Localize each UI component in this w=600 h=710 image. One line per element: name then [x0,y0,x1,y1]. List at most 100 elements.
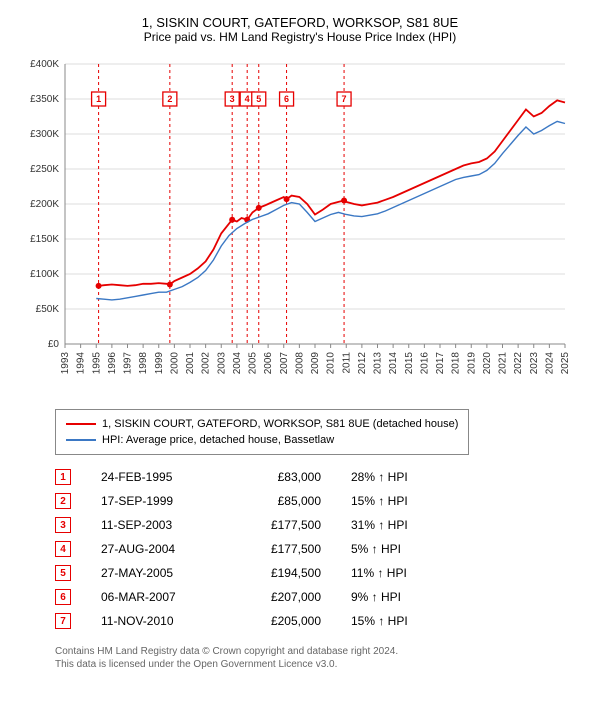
svg-text:2008: 2008 [294,352,305,375]
svg-text:2018: 2018 [451,352,462,375]
svg-text:1993: 1993 [60,352,71,375]
svg-text:2012: 2012 [357,352,368,375]
sale-diff: 15% ↑ HPI [351,494,451,508]
table-row: 3 11-SEP-2003 £177,500 31% ↑ HPI [55,513,585,537]
svg-text:2016: 2016 [419,352,430,375]
address-title: 1, SISKIN COURT, GATEFORD, WORKSOP, S81 … [15,15,585,30]
sale-price: £83,000 [241,470,321,484]
svg-text:£350K: £350K [30,94,59,105]
svg-text:2010: 2010 [326,352,337,375]
svg-text:2025: 2025 [560,352,571,375]
sales-table: 1 24-FEB-1995 £83,000 28% ↑ HPI 2 17-SEP-1999… [55,465,585,633]
table-row: 4 27-AUG-2004 £177,500 5% ↑ HPI [55,537,585,561]
sale-price: £205,000 [241,614,321,628]
svg-text:2024: 2024 [544,352,555,375]
svg-text:2014: 2014 [388,352,399,375]
svg-text:2011: 2011 [341,352,352,374]
sale-date: 17-SEP-1999 [101,494,211,508]
svg-text:1996: 1996 [107,352,118,375]
table-row: 5 27-MAY-2005 £194,500 11% ↑ HPI [55,561,585,585]
svg-text:£400K: £400K [30,59,59,70]
legend-label: HPI: Average price, detached house, Bass… [102,434,334,446]
footer: Contains HM Land Registry data © Crown c… [55,645,585,671]
sale-marker: 1 [55,469,71,485]
sale-marker: 2 [55,493,71,509]
svg-text:1998: 1998 [138,352,149,375]
svg-text:2006: 2006 [263,352,274,375]
svg-text:7: 7 [342,94,347,104]
svg-text:2003: 2003 [216,352,227,375]
svg-text:2002: 2002 [201,352,212,375]
sale-diff: 9% ↑ HPI [351,590,451,604]
svg-text:2004: 2004 [232,352,243,375]
svg-text:2015: 2015 [404,352,415,375]
svg-text:£250K: £250K [30,164,59,175]
sale-date: 11-SEP-2003 [101,518,211,532]
sale-date: 27-MAY-2005 [101,566,211,580]
sale-price: £177,500 [241,542,321,556]
sale-marker: 3 [55,517,71,533]
price-chart: £0 £50K £100K £150K £200K £250K £300K £350K £400… [15,54,575,394]
sale-date: 06-MAR-2007 [101,590,211,604]
svg-text:£300K: £300K [30,129,59,140]
legend-swatch [66,439,96,441]
svg-text:2007: 2007 [279,352,290,375]
sale-diff: 15% ↑ HPI [351,614,451,628]
svg-text:1994: 1994 [76,352,87,375]
svg-text:2009: 2009 [310,352,321,375]
svg-text:2005: 2005 [248,352,259,375]
sale-marker: 4 [55,541,71,557]
svg-text:2021: 2021 [498,352,509,375]
svg-text:4: 4 [245,94,250,104]
chart-container: £0 £50K £100K £150K £200K £250K £300K £350K £400… [15,54,585,399]
legend-row: HPI: Average price, detached house, Bass… [66,432,458,448]
svg-text:5: 5 [256,94,261,104]
sale-price: £194,500 [241,566,321,580]
sale-marker: 5 [55,565,71,581]
legend-swatch [66,423,96,425]
table-row: 7 11-NOV-2010 £205,000 15% ↑ HPI [55,609,585,633]
sale-date: 24-FEB-1995 [101,470,211,484]
svg-text:2017: 2017 [435,352,446,375]
svg-text:£200K: £200K [30,199,59,210]
sale-date: 27-AUG-2004 [101,542,211,556]
table-row: 2 17-SEP-1999 £85,000 15% ↑ HPI [55,489,585,513]
sale-diff: 11% ↑ HPI [351,566,451,580]
svg-text:2023: 2023 [529,352,540,375]
svg-text:£50K: £50K [36,304,60,315]
footer-line1: Contains HM Land Registry data © Crown c… [55,645,585,658]
svg-text:3: 3 [230,94,235,104]
sale-price: £207,000 [241,590,321,604]
svg-text:2022: 2022 [513,352,524,375]
sale-price: £85,000 [241,494,321,508]
svg-text:2020: 2020 [482,352,493,375]
svg-text:2001: 2001 [185,352,196,375]
svg-text:2000: 2000 [169,352,180,375]
legend-label: 1, SISKIN COURT, GATEFORD, WORKSOP, S81 … [102,418,458,430]
svg-text:£150K: £150K [30,234,59,245]
svg-text:1999: 1999 [154,352,165,375]
legend: 1, SISKIN COURT, GATEFORD, WORKSOP, S81 … [55,409,469,455]
svg-text:£100K: £100K [30,269,59,280]
table-row: 1 24-FEB-1995 £83,000 28% ↑ HPI [55,465,585,489]
svg-text:£0: £0 [48,339,60,350]
title-block: 1, SISKIN COURT, GATEFORD, WORKSOP, S81 … [15,15,585,44]
table-row: 6 06-MAR-2007 £207,000 9% ↑ HPI [55,585,585,609]
sale-diff: 31% ↑ HPI [351,518,451,532]
sale-diff: 5% ↑ HPI [351,542,451,556]
sale-diff: 28% ↑ HPI [351,470,451,484]
svg-text:1995: 1995 [91,352,102,375]
svg-text:2019: 2019 [466,352,477,375]
sale-date: 11-NOV-2010 [101,614,211,628]
svg-text:1997: 1997 [123,352,134,375]
footer-line2: This data is licensed under the Open Gov… [55,658,585,671]
sale-marker: 7 [55,613,71,629]
sale-marker: 6 [55,589,71,605]
svg-text:2: 2 [167,94,172,104]
legend-row: 1, SISKIN COURT, GATEFORD, WORKSOP, S81 … [66,416,458,432]
svg-text:1: 1 [96,94,101,104]
svg-text:2013: 2013 [373,352,384,375]
svg-text:6: 6 [284,94,289,104]
sale-price: £177,500 [241,518,321,532]
subtitle: Price paid vs. HM Land Registry's House … [15,30,585,44]
